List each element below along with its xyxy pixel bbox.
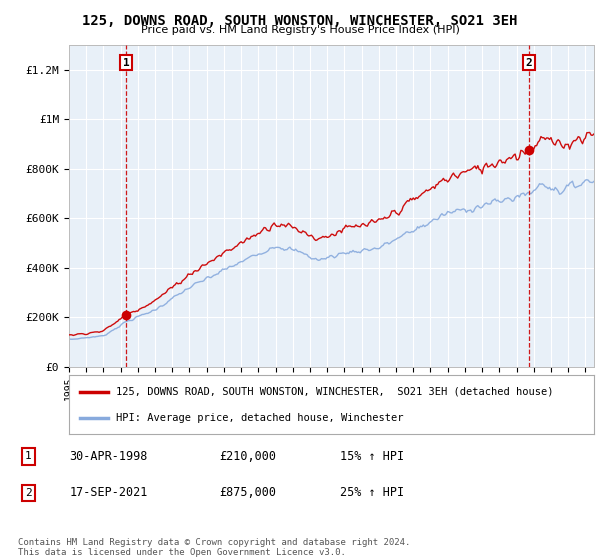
Text: 2: 2 [25,488,32,498]
Text: Contains HM Land Registry data © Crown copyright and database right 2024.
This d: Contains HM Land Registry data © Crown c… [18,538,410,557]
Text: 30-APR-1998: 30-APR-1998 [70,450,148,463]
Text: Price paid vs. HM Land Registry's House Price Index (HPI): Price paid vs. HM Land Registry's House … [140,25,460,35]
Text: 1: 1 [25,451,32,461]
Text: HPI: Average price, detached house, Winchester: HPI: Average price, detached house, Winc… [116,413,404,423]
Text: £210,000: £210,000 [220,450,277,463]
Text: 25% ↑ HPI: 25% ↑ HPI [340,486,404,500]
Text: 1: 1 [123,58,130,68]
Text: 17-SEP-2021: 17-SEP-2021 [70,486,148,500]
Text: 15% ↑ HPI: 15% ↑ HPI [340,450,404,463]
Text: 125, DOWNS ROAD, SOUTH WONSTON, WINCHESTER,  SO21 3EH (detached house): 125, DOWNS ROAD, SOUTH WONSTON, WINCHEST… [116,386,554,396]
Text: 125, DOWNS ROAD, SOUTH WONSTON, WINCHESTER, SO21 3EH: 125, DOWNS ROAD, SOUTH WONSTON, WINCHEST… [82,14,518,28]
Text: 2: 2 [526,58,532,68]
Text: £875,000: £875,000 [220,486,277,500]
